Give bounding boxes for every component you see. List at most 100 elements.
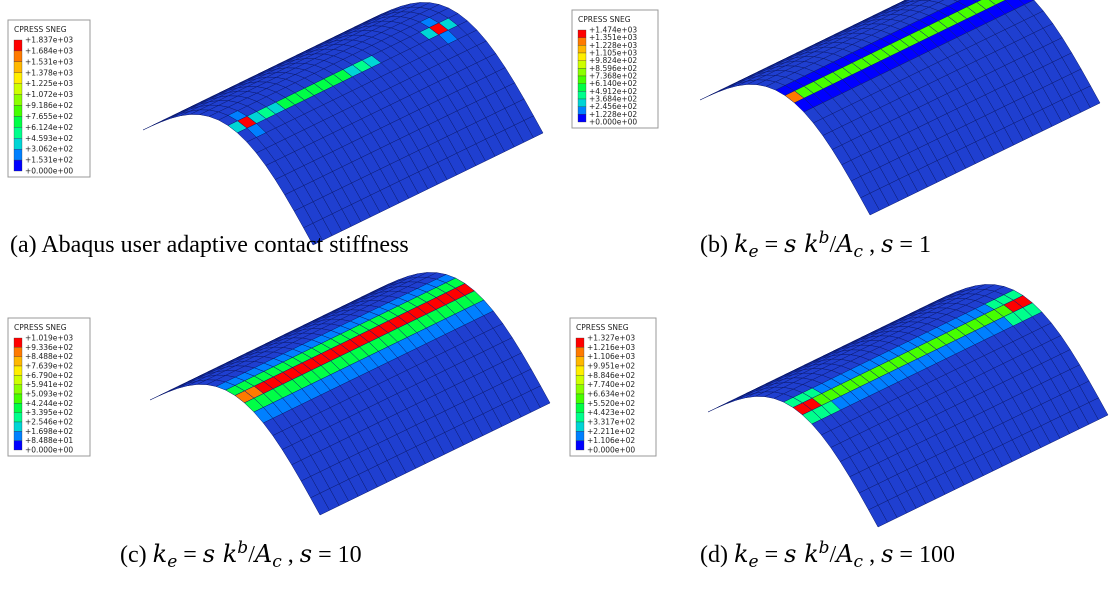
mesh xyxy=(699,0,1101,216)
caption-part: = xyxy=(759,232,785,258)
caption-part: (c) xyxy=(120,542,153,568)
mesh-cell xyxy=(901,0,907,3)
legend-label: +1.106e+03 xyxy=(587,352,635,361)
legend-frame xyxy=(571,9,659,129)
legend-title: CPRESS SNEG xyxy=(14,323,67,332)
legend-label: +5.520e+02 xyxy=(587,399,635,408)
legend-label: +2.211e+02 xyxy=(587,427,635,436)
legend-swatch xyxy=(577,68,587,77)
legend-label: +6.634e+02 xyxy=(587,390,635,399)
legend-label: +7.740e+02 xyxy=(587,380,635,389)
caption-part: s k xyxy=(784,540,819,568)
panel: CPRESS SNEG+1.474e+03+1.351e+03+1.228e+0… xyxy=(571,0,1101,262)
mesh-cell xyxy=(900,0,915,5)
legend-swatch xyxy=(577,45,587,54)
legend-swatch xyxy=(13,375,23,385)
legend-label: +6.140e+02 xyxy=(589,79,637,88)
legend-label: +0.000e+00 xyxy=(25,167,73,176)
legend-label: +1.837e+03 xyxy=(25,36,73,45)
legend-title: CPRESS SNEG xyxy=(576,323,629,332)
legend-swatch xyxy=(13,50,23,62)
legend-swatch xyxy=(13,94,23,106)
caption-part: b xyxy=(237,538,248,558)
legend-title: CPRESS SNEG xyxy=(578,15,631,24)
legend-swatch xyxy=(577,91,587,100)
caption-part: k xyxy=(734,230,749,258)
caption-part: = 1 xyxy=(893,232,931,258)
legend-swatch xyxy=(575,421,585,432)
caption-part: k xyxy=(153,540,168,568)
caption-part: , xyxy=(863,542,881,568)
legend-label: +1.698e+02 xyxy=(25,427,73,436)
mesh xyxy=(707,284,1109,528)
legend-swatch xyxy=(13,356,23,367)
mesh-cell xyxy=(953,0,962,2)
legend-swatch xyxy=(577,98,587,107)
caption-part: e xyxy=(749,242,759,262)
legend-swatch xyxy=(13,347,23,357)
legend-swatch xyxy=(13,431,23,441)
mesh-cell xyxy=(523,115,544,138)
legend-swatch xyxy=(13,138,23,150)
mesh xyxy=(142,2,544,246)
caption-part: A xyxy=(253,540,272,568)
legend-label: +1.327e+03 xyxy=(587,334,635,343)
caption: (a) Abaqus user adaptive contact stiffne… xyxy=(10,232,409,258)
legend-label: +3.062e+02 xyxy=(25,145,73,154)
caption-part: e xyxy=(167,552,177,572)
legend-swatch xyxy=(13,440,23,451)
legend-label: +1.105e+03 xyxy=(589,49,637,58)
legend-swatch xyxy=(575,365,585,376)
legend-swatch xyxy=(13,105,23,117)
legend: CPRESS SNEG+1.474e+03+1.351e+03+1.228e+0… xyxy=(571,9,659,129)
legend: CPRESS SNEG+1.019e+03+9.336e+02+8.488e+0… xyxy=(7,317,91,457)
legend-swatch xyxy=(577,37,587,46)
legend-label: +4.912e+02 xyxy=(589,87,637,96)
mesh-cell xyxy=(910,0,922,2)
legend-swatch xyxy=(13,412,23,423)
caption-part: c xyxy=(854,242,864,262)
legend-label: +9.336e+02 xyxy=(25,343,73,352)
legend-swatch xyxy=(13,421,23,432)
legend-label: +2.456e+02 xyxy=(589,102,637,111)
legend-label: +8.846e+02 xyxy=(587,371,635,380)
legend-swatch xyxy=(577,114,587,123)
caption-part: s k xyxy=(784,230,819,258)
caption-part: (b) xyxy=(700,232,734,258)
legend-label: +7.639e+02 xyxy=(25,362,73,371)
legend-swatch xyxy=(577,52,587,61)
legend-swatch xyxy=(575,403,585,413)
panel: CPRESS SNEG+1.019e+03+9.336e+02+8.488e+0… xyxy=(7,272,551,572)
legend-label: +0.000e+00 xyxy=(25,446,73,455)
legend-label: +3.684e+02 xyxy=(589,95,637,104)
legend: CPRESS SNEG +1.837e+03+1.684e+03 +1.531e+0… xyxy=(7,19,91,178)
legend-label: +1.531e+03 xyxy=(25,57,73,66)
caption-part: k xyxy=(734,540,749,568)
legend-label: +4.593e+02 xyxy=(25,134,73,143)
caption-part: (d) xyxy=(700,542,734,568)
caption-part: = 10 xyxy=(312,542,362,568)
caption-part: / xyxy=(830,232,837,258)
caption-part: s k xyxy=(203,540,238,568)
legend-label: +1.474e+03 xyxy=(589,26,637,35)
legend-label: +1.351e+03 xyxy=(589,33,637,42)
mesh-cell xyxy=(1080,85,1101,108)
mesh-cell xyxy=(919,0,932,1)
caption: (d) ke = s kb/Ac , s = 100 xyxy=(700,538,955,572)
legend-label: +0.000e+00 xyxy=(589,118,637,127)
legend-swatch xyxy=(577,60,587,69)
mesh-cell xyxy=(1088,397,1109,420)
panel: CPRESS SNEG +1.837e+03+1.684e+03 +1.531e+0… xyxy=(7,2,544,258)
caption-part: = xyxy=(177,542,203,568)
legend-swatch xyxy=(575,337,585,348)
legend-swatch xyxy=(13,61,23,73)
legend-swatch xyxy=(577,29,587,38)
caption-part: s xyxy=(881,540,893,568)
legend-swatch xyxy=(575,384,585,395)
legend-swatch xyxy=(13,72,23,84)
caption-part: s xyxy=(881,230,893,258)
legend-label: +6.124e+02 xyxy=(25,123,73,132)
mesh xyxy=(149,272,551,516)
legend-label: +1.684e+03 xyxy=(25,46,73,55)
caption-part: , xyxy=(282,542,300,568)
